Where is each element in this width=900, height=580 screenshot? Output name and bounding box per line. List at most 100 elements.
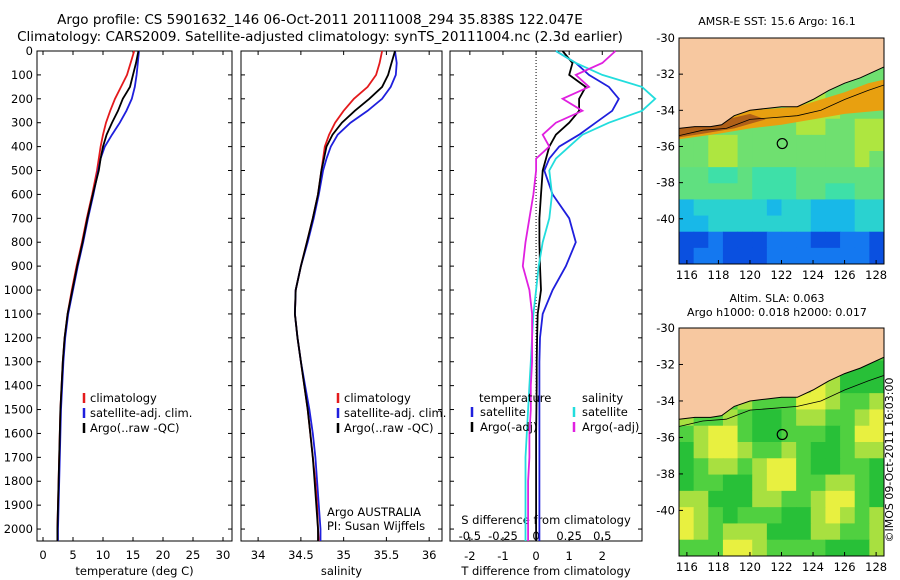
map-cell	[752, 458, 768, 476]
map-cell	[722, 247, 739, 264]
legend-label: Argo(..raw -QC)	[90, 421, 180, 435]
lat-tick-label: -30	[656, 31, 675, 45]
map-field-bottom	[679, 328, 884, 556]
map-cell	[825, 118, 841, 136]
map-cell	[854, 134, 870, 152]
y-tick-label: 100	[11, 68, 33, 82]
map-cell	[810, 490, 827, 508]
lat-tick-label: -40	[656, 212, 675, 226]
lon-tick-label: 122	[771, 268, 793, 282]
legend-label: satellite	[480, 405, 526, 419]
x-tick-label: 1	[566, 549, 573, 563]
map-cell	[766, 442, 783, 459]
map-cell	[869, 539, 884, 556]
legend-label: Argo(-adj)	[582, 420, 639, 434]
map-cell	[854, 376, 870, 394]
map-cell	[810, 507, 827, 525]
series-line-argorawqc	[56, 50, 140, 541]
map-cell	[854, 523, 870, 541]
x2-tick-label: 0.25	[556, 529, 582, 543]
y-tick-label: 1500	[4, 403, 33, 417]
x2-tick-label: -0.5	[459, 529, 481, 543]
map-cell	[869, 167, 884, 184]
lat-tick-label: -36	[656, 430, 675, 444]
map-cell	[810, 458, 827, 476]
warm-band-dark	[679, 113, 766, 138]
map-cell	[796, 458, 812, 476]
map-cell	[679, 231, 695, 249]
map-cell	[737, 199, 753, 217]
map-cell	[693, 199, 709, 217]
shelf-contour	[679, 375, 884, 427]
y-tick-label: 1700	[4, 450, 33, 464]
map-cell	[781, 199, 797, 217]
lon-tick-label: 128	[865, 268, 887, 282]
map-cell	[840, 490, 856, 508]
map-cell	[825, 409, 841, 427]
map-cell	[679, 442, 695, 459]
y-tick-label: 1800	[4, 474, 33, 488]
legend-group-label: temperature	[479, 391, 551, 405]
map-cell	[693, 151, 709, 168]
map-cell	[869, 199, 884, 217]
map-cell	[766, 199, 783, 217]
map-cell	[766, 539, 783, 556]
x-tick-label: 34.5	[288, 548, 314, 562]
map-cell	[840, 247, 856, 264]
map-cell	[840, 183, 856, 201]
map-cell	[766, 507, 783, 525]
map-cell	[781, 507, 797, 525]
map-cell	[693, 167, 709, 184]
map-cell	[869, 151, 884, 168]
map-cell	[752, 425, 768, 443]
map-cell	[737, 442, 753, 459]
map-cell	[854, 183, 870, 201]
map-cell	[708, 247, 724, 264]
map-cell	[854, 507, 870, 525]
lon-tick-label: 118	[707, 560, 729, 574]
legend-group-label: salinity	[582, 391, 623, 405]
map-cell	[825, 183, 841, 201]
series-line-argoadj	[535, 50, 587, 541]
map-cell	[679, 183, 695, 201]
map-cell	[722, 199, 739, 217]
map-cell	[737, 474, 753, 492]
map-cell	[752, 215, 768, 233]
map-cell	[722, 490, 739, 508]
map-cell	[854, 458, 870, 476]
map-cell	[722, 134, 739, 152]
map-cell	[693, 183, 709, 201]
map-cell	[766, 523, 783, 541]
map-cell	[766, 215, 783, 233]
map-cell	[752, 247, 768, 264]
map-cell	[825, 425, 841, 443]
map-cell	[825, 539, 841, 556]
map-cell	[854, 199, 870, 217]
map-cell	[737, 167, 753, 184]
map-cell	[693, 231, 709, 249]
lon-tick-label: 124	[802, 560, 824, 574]
map-cell	[840, 539, 856, 556]
map-cell	[737, 425, 753, 443]
map-cell	[708, 507, 724, 525]
plot-frame-1	[240, 50, 443, 542]
map-cell	[796, 539, 812, 556]
map-cell	[810, 231, 827, 249]
x-tick-label: 0	[39, 548, 46, 562]
map-cell	[752, 167, 768, 184]
legend-label: climatology	[344, 391, 411, 405]
map-cell	[766, 474, 783, 492]
map-cell	[781, 231, 797, 249]
map-cell	[766, 458, 783, 476]
map-cell	[752, 409, 768, 427]
plot-frame-0	[36, 50, 233, 542]
land-mass	[679, 38, 884, 129]
map-cell	[840, 507, 856, 525]
map-cell	[693, 474, 709, 492]
map-cell	[796, 215, 812, 233]
map-cell	[752, 231, 768, 249]
map-cell	[781, 151, 797, 168]
map-cell	[781, 490, 797, 508]
map-cell	[752, 523, 768, 541]
map-cell	[840, 425, 856, 443]
